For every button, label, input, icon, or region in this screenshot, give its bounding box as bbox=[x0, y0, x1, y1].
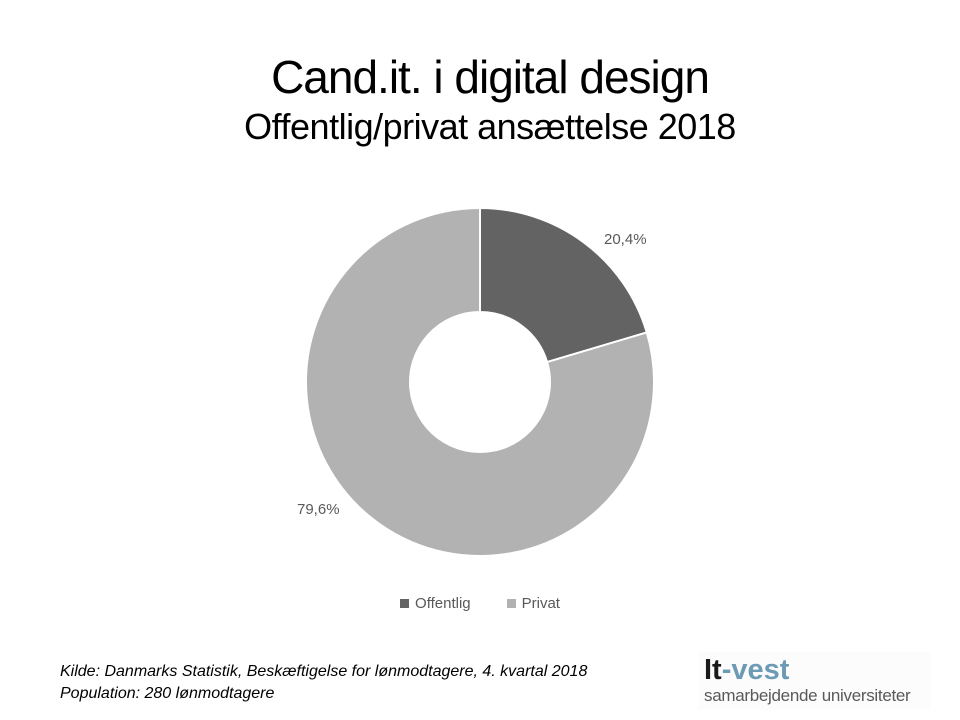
logo-brand-prefix: It bbox=[704, 654, 722, 686]
slide-subtitle: Offentlig/privat ansættelse 2018 bbox=[244, 105, 736, 147]
legend-label-privat: Privat bbox=[521, 595, 560, 612]
it-vest-logo: It-vest samarbejdende universiteter bbox=[698, 652, 930, 710]
population-line: Population: 280 lønmodtagere bbox=[60, 685, 275, 702]
it-vest-wordmark: It-vest bbox=[704, 656, 930, 685]
donut-chart-area bbox=[300, 202, 660, 562]
legend-label-offentlig: Offentlig bbox=[415, 595, 471, 612]
data-label-privat: 79,6% bbox=[297, 501, 340, 518]
logo-tagline: samarbejdende universiteter bbox=[704, 686, 911, 705]
legend-item-privat: Privat bbox=[506, 595, 560, 612]
donut-slice-offentlig bbox=[479, 207, 648, 364]
source-line: Kilde: Danmarks Statistik, Beskæftigelse… bbox=[60, 663, 588, 680]
legend-marker-privat-icon bbox=[506, 599, 516, 608]
slide-title: Cand.it. i digital design bbox=[271, 51, 710, 103]
donut-chart bbox=[305, 207, 655, 557]
legend-item-offentlig: Offentlig bbox=[400, 595, 471, 612]
logo-brand-suffix: -vest bbox=[721, 654, 790, 686]
slide-header: Cand.it. i digital design Offentlig/priv… bbox=[20, 52, 960, 148]
legend-marker-offentlig-icon bbox=[400, 599, 410, 608]
donut-slice-privat bbox=[305, 207, 655, 557]
data-label-offentlig: 20,4% bbox=[604, 231, 647, 248]
chart-legend: Offentlig Privat bbox=[0, 595, 960, 612]
source-note: Kilde: Danmarks Statistik, Beskæftigelse… bbox=[60, 661, 587, 705]
